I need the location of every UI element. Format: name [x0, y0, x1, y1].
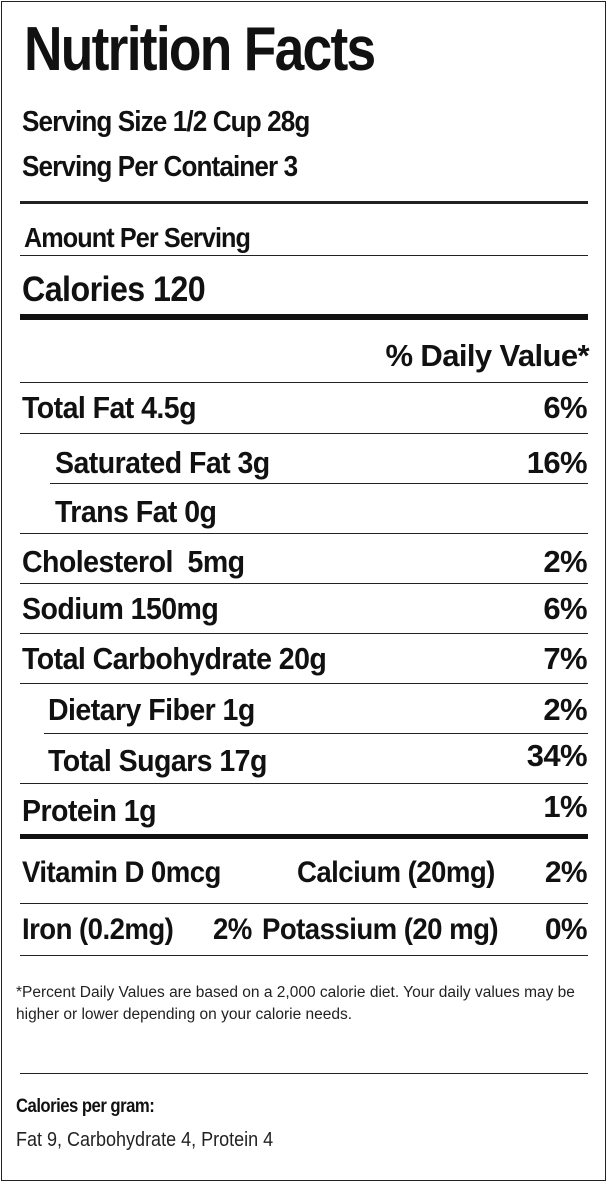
servings-per-container: Serving Per Container 3	[22, 151, 298, 183]
nutrient-percent: 6%	[543, 591, 587, 626]
divider	[20, 433, 588, 434]
nutrient-label: Cholesterol 5mg	[22, 544, 245, 579]
nutrient-label: Saturated Fat 3g	[55, 445, 270, 480]
nutrient-label: Dietary Fiber 1g	[48, 692, 255, 727]
divider-thick	[20, 834, 588, 839]
potassium-percent: 0%	[544, 913, 588, 946]
calories: Calories 120	[22, 270, 206, 309]
calories-per-gram-heading: Calories per gram:	[16, 1096, 155, 1117]
daily-value-footnote: *Percent Daily Values are based on a 2,0…	[16, 984, 575, 1023]
serving-size: Serving Size 1/2 Cup 28g	[22, 106, 310, 138]
divider	[20, 633, 588, 634]
divider	[20, 783, 588, 784]
daily-value-header: % Daily Value*	[385, 338, 589, 373]
nutrient-percent: 1%	[543, 789, 587, 824]
label-title: Nutrition Facts	[24, 15, 376, 84]
divider	[20, 382, 588, 383]
nutrient-percent: 7%	[543, 641, 587, 676]
nutrient-label: Total Sugars 17g	[48, 743, 267, 778]
nutrient-percent: 6%	[543, 390, 587, 425]
nutrient-percent: 2%	[543, 692, 587, 727]
nutrient-percent: 2%	[543, 544, 587, 579]
divider-thick	[20, 314, 588, 320]
divider	[20, 533, 588, 534]
divider	[50, 483, 588, 484]
divider	[44, 733, 588, 734]
divider	[20, 255, 588, 256]
nutrient-label: Protein 1g	[22, 793, 156, 828]
nutrient-percent: 16%	[526, 445, 588, 480]
divider	[20, 201, 588, 204]
divider	[20, 955, 588, 956]
nutrient-label: Total Carbohydrate 20g	[22, 641, 327, 676]
divider	[20, 903, 588, 904]
divider	[20, 583, 588, 584]
amount-per-serving: Amount Per Serving	[24, 222, 251, 253]
calories-per-gram-values: Fat 9, Carbohydrate 4, Protein 4	[16, 1129, 274, 1151]
iron-percent: 2%	[213, 913, 252, 946]
nutrient-label: Trans Fat 0g	[55, 494, 217, 529]
nutrient-label: Total Fat 4.5g	[22, 390, 197, 425]
potassium: Potassium (20 mg)	[262, 913, 499, 946]
iron: Iron (0.2mg)	[22, 913, 174, 946]
calcium-percent: 2%	[544, 856, 588, 889]
divider	[20, 683, 588, 684]
vitamin-d: Vitamin D 0mcg	[22, 856, 221, 889]
nutrient-label: Sodium 150mg	[22, 591, 219, 626]
divider	[20, 1073, 588, 1074]
nutrient-percent: 34%	[526, 738, 588, 773]
calcium: Calcium (20mg)	[297, 856, 495, 889]
